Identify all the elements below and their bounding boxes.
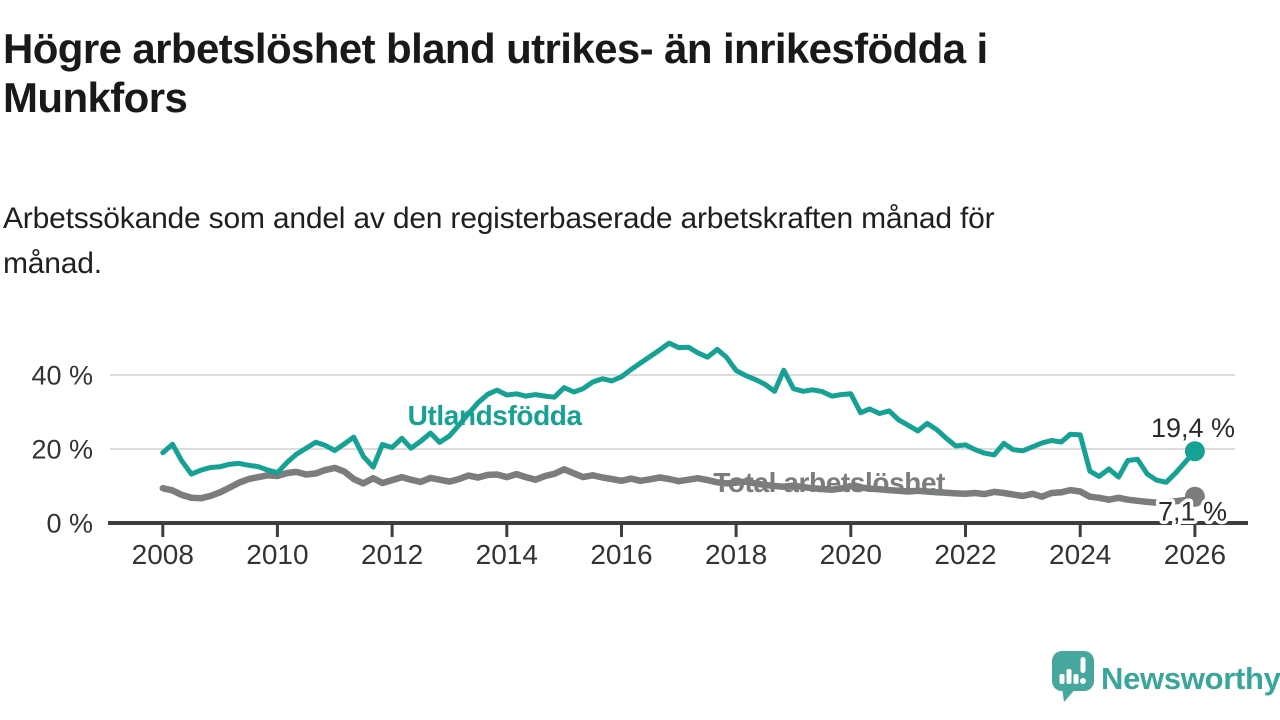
x-tick-label-2020: 2020 [820,539,882,570]
x-tick-label-2016: 2016 [590,539,652,570]
series-line-utlandsfodda [160,340,1198,485]
end-value-label-total-arbetsloshet: 7,1 % [1158,497,1227,527]
x-tick-label-2008: 2008 [132,539,194,570]
newsworthy-speech-bubble-bar-chart-icon [1052,651,1094,702]
series-label-utlandsfodda: Utlandsfödda [408,400,583,431]
brand-footer: Newsworthy [1051,648,1280,708]
x-tick-label-2012: 2012 [361,539,423,570]
y-axis-label-40: 40 % [31,361,93,391]
end-value-label-utlandsfodda: 19,4 % [1151,413,1235,443]
x-tick-label-2018: 2018 [705,539,767,570]
brand-wordmark: Newsworthy [1101,661,1280,696]
y-axis-label-0: 0 % [46,509,93,539]
x-tick-label-2026: 2026 [1164,539,1226,570]
page-title: Högre arbetslöshet bland utrikes- än inr… [3,25,988,121]
chart-subtitle: Arbetssökande som andel av den registerb… [3,202,995,280]
x-tick-label-2014: 2014 [476,539,538,570]
y-axis-label-20: 20 % [31,435,93,465]
x-tick-label-2024: 2024 [1049,539,1111,570]
x-tick-label-2010: 2010 [246,539,308,570]
end-dot-utlandsfodda [1184,441,1205,462]
x-tick-label-2022: 2022 [934,539,996,570]
series-label-total-arbetsloshet: Total arbetslöshet [713,467,945,498]
series-line-total-arbetsloshet [159,464,1199,506]
end-dot-total-arbetsloshet [1184,486,1205,507]
